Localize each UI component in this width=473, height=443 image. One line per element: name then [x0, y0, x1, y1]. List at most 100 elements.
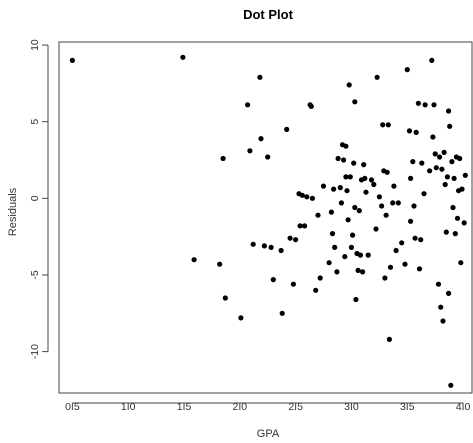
plot-frame	[58, 41, 473, 394]
y-tick-label: 5	[29, 119, 41, 125]
data-point	[261, 243, 267, 249]
data-point	[360, 269, 366, 275]
data-points	[69, 54, 468, 388]
data-point	[395, 200, 401, 206]
data-point	[384, 169, 390, 175]
data-point	[217, 261, 223, 267]
y-axis: -10 -5 0 5 10	[29, 39, 49, 359]
x-tick-label: 2.5	[288, 401, 303, 413]
data-point	[413, 129, 419, 135]
data-point	[449, 159, 455, 165]
data-point	[382, 275, 388, 281]
data-point	[250, 241, 256, 247]
data-point	[458, 260, 464, 266]
data-point	[461, 220, 467, 226]
data-point	[279, 310, 285, 316]
data-point	[399, 240, 405, 246]
data-point	[345, 217, 351, 223]
data-point	[348, 244, 354, 250]
data-point	[329, 231, 336, 237]
data-point	[446, 108, 452, 114]
data-point	[422, 102, 428, 108]
x-tick-label: 0.5	[65, 401, 80, 413]
data-point	[462, 172, 468, 178]
data-point	[410, 159, 416, 165]
data-point	[429, 57, 435, 64]
data-point	[334, 269, 340, 275]
data-point	[180, 54, 186, 60]
y-axis-label: Residuals	[7, 187, 19, 236]
data-point	[376, 194, 382, 200]
data-point	[448, 382, 454, 388]
data-point	[386, 336, 392, 342]
data-point	[374, 74, 380, 80]
x-axis: 0.5 1.0 1.5 2.0 2.5 3.0 3.5 4.0	[65, 401, 470, 413]
data-point	[353, 296, 359, 303]
data-point	[352, 99, 358, 105]
data-point	[427, 168, 433, 174]
data-point	[284, 126, 290, 132]
data-point	[393, 247, 399, 254]
data-point	[328, 209, 334, 215]
y-tick-label: -10	[29, 344, 41, 359]
data-point	[315, 212, 321, 218]
y-tick-label: -5	[29, 270, 41, 279]
data-point	[387, 264, 394, 270]
data-point	[238, 315, 244, 321]
data-point	[363, 189, 369, 195]
data-point	[450, 204, 456, 211]
data-point	[350, 232, 356, 238]
data-point	[297, 223, 303, 229]
data-point	[404, 67, 410, 73]
data-point	[355, 267, 361, 273]
data-point	[437, 154, 443, 160]
data-point	[342, 254, 348, 260]
data-point	[373, 226, 379, 232]
data-point	[435, 281, 442, 287]
data-point	[368, 177, 375, 183]
data-point	[308, 103, 314, 109]
data-point	[440, 318, 446, 324]
data-point	[379, 203, 385, 209]
data-point	[331, 186, 337, 192]
data-point	[258, 136, 264, 142]
y-tick-label: 0	[29, 195, 41, 201]
data-point	[447, 123, 453, 129]
data-point	[317, 275, 323, 281]
data-point	[332, 244, 338, 250]
data-point	[320, 183, 327, 189]
data-point	[452, 231, 458, 237]
data-point	[411, 203, 417, 209]
data-point	[390, 200, 396, 206]
data-point	[347, 174, 353, 180]
data-point	[443, 229, 449, 235]
data-point	[454, 215, 461, 221]
data-point	[341, 157, 347, 163]
data-point	[412, 235, 418, 241]
data-point	[408, 175, 414, 181]
data-point	[343, 143, 349, 149]
data-point	[220, 155, 226, 162]
data-point	[265, 154, 271, 160]
data-point	[335, 155, 341, 162]
data-point	[408, 218, 414, 224]
data-point	[337, 185, 343, 191]
data-point	[302, 223, 308, 229]
data-point	[444, 174, 450, 180]
data-point	[299, 192, 305, 198]
data-point	[365, 252, 371, 258]
data-point	[313, 287, 319, 293]
x-axis-label: GPA	[257, 428, 280, 440]
chart-title: Dot Plot	[243, 7, 293, 22]
data-point	[391, 183, 397, 189]
data-point	[438, 304, 444, 310]
x-tick-label: 1.0	[121, 401, 136, 413]
data-point	[357, 252, 363, 258]
data-point	[268, 244, 274, 250]
x-tick-label: 1.5	[177, 401, 192, 413]
data-point	[362, 175, 368, 181]
data-point	[431, 102, 437, 108]
data-point	[402, 261, 408, 267]
data-point	[290, 281, 296, 287]
data-point	[287, 235, 293, 241]
